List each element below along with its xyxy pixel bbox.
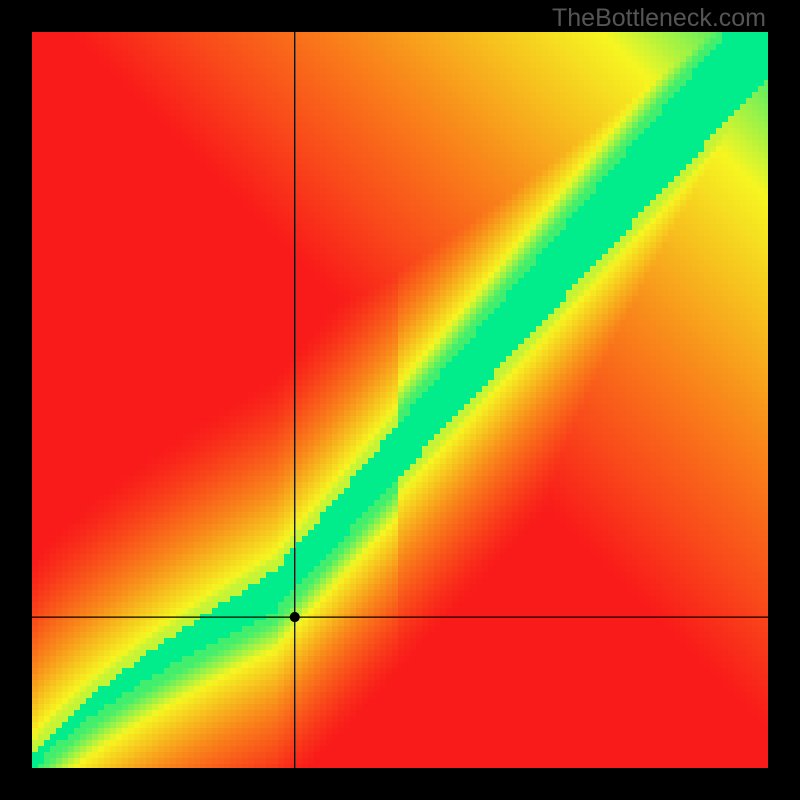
watermark-text: TheBottleneck.com xyxy=(552,4,766,33)
bottleneck-heatmap-canvas xyxy=(0,0,800,800)
